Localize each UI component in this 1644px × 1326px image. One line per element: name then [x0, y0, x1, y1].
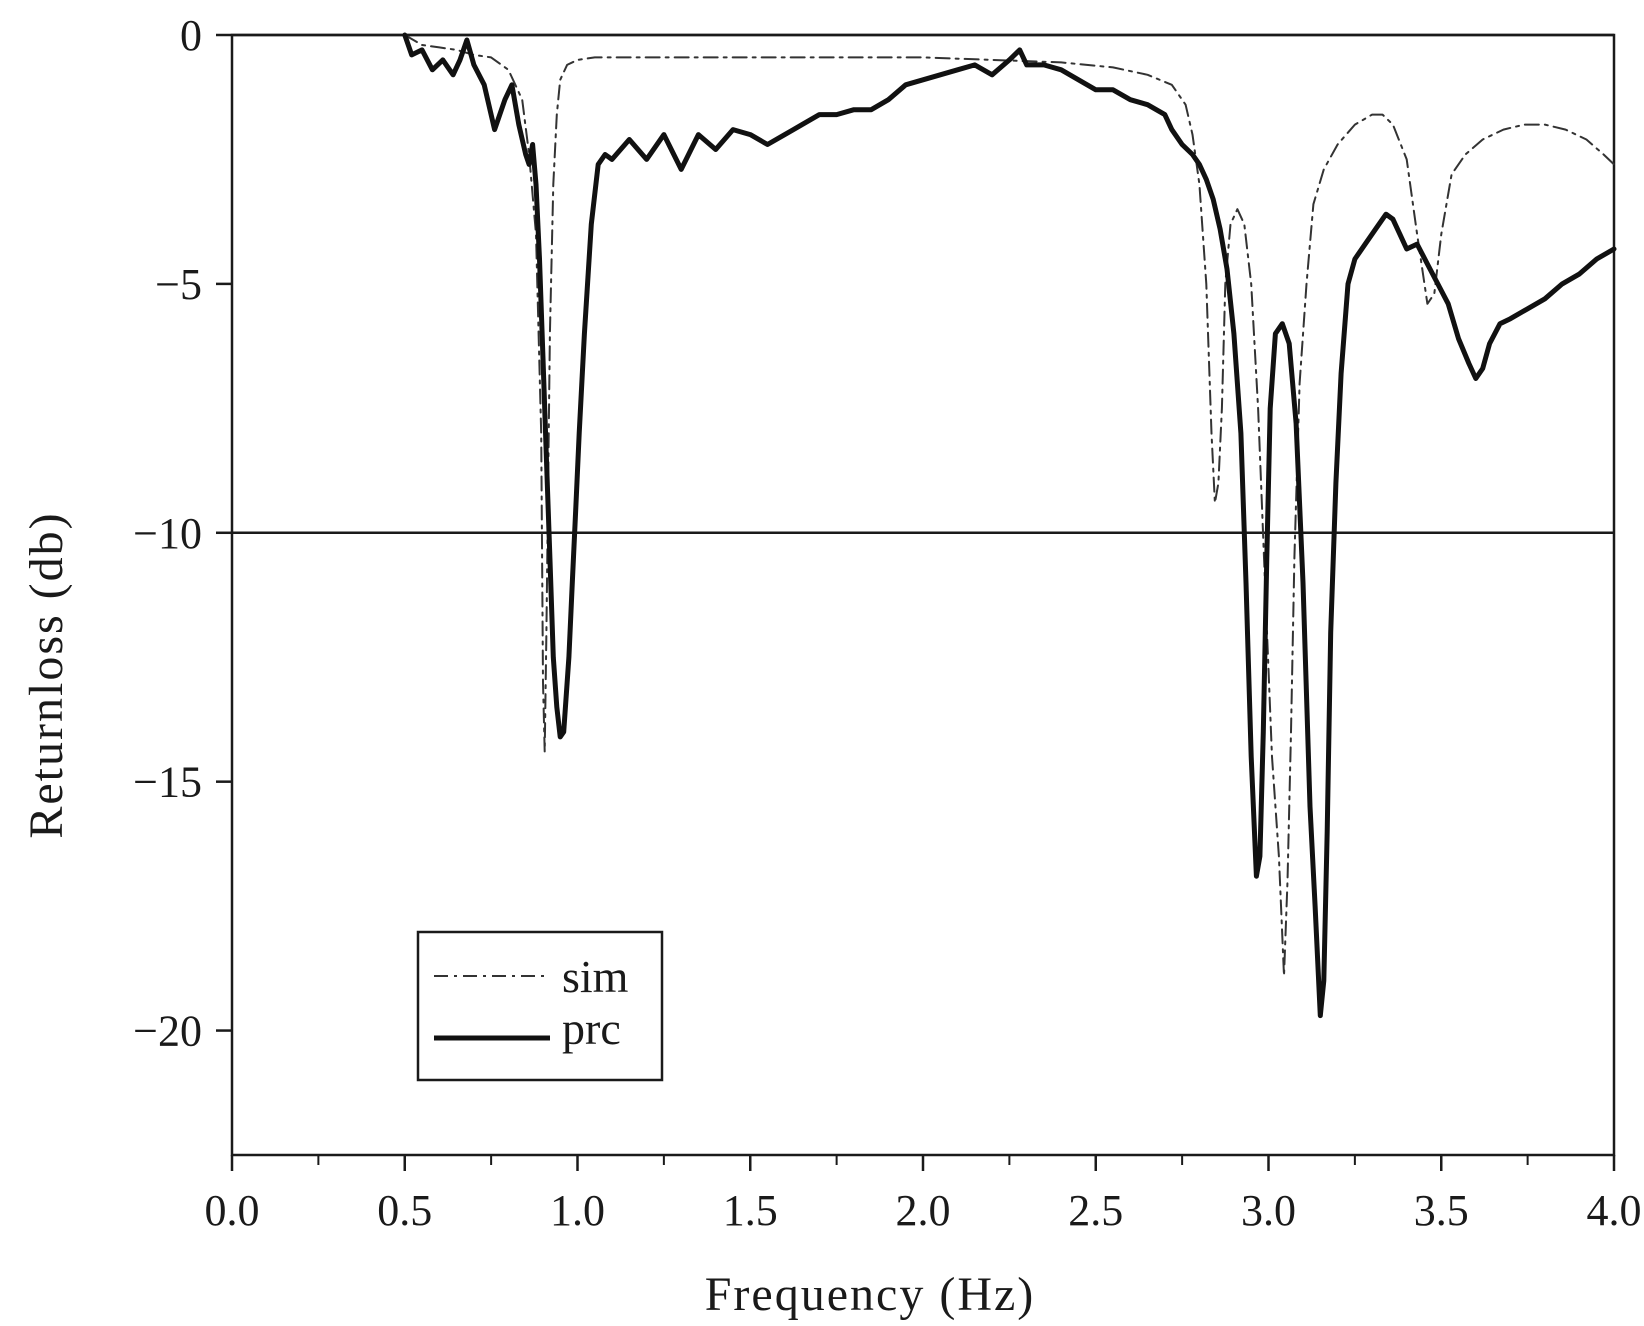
series-line-prc: [402, 32, 1617, 1019]
x-tick-label-3: 1.5: [723, 1186, 778, 1235]
x-tick-label-1: 0.5: [377, 1186, 432, 1235]
x-tick-label-5: 2.5: [1068, 1186, 1123, 1235]
x-tick-label-0: 0.0: [205, 1186, 260, 1235]
reference-lines: [232, 33, 1614, 535]
x-tick-label-7: 3.5: [1414, 1186, 1469, 1235]
legend: sim prc: [416, 930, 664, 1082]
legend-label-prc: prc: [562, 1003, 621, 1054]
x-tick-label-6: 3.0: [1241, 1186, 1296, 1235]
y-axis: 0 −5 −10 −15 −20: [133, 11, 232, 1056]
y-tick-label-2: −10: [133, 509, 202, 558]
y-tick-label-0: 0: [180, 11, 202, 60]
x-tick-label-2: 1.0: [550, 1186, 605, 1235]
y-tick-label-1: −5: [155, 260, 202, 309]
y-axis-title: Returnloss (db): [20, 511, 73, 838]
x-axis: 0.0 0.5 1.0 1.5 2.0 2.5 3.0 3.5 4.0: [205, 1155, 1642, 1235]
legend-label-sim: sim: [562, 951, 629, 1002]
x-tick-label-8: 4.0: [1587, 1186, 1642, 1235]
y-tick-label-4: −20: [133, 1007, 202, 1056]
y-tick-label-3: −15: [133, 758, 202, 807]
series-layer: [402, 32, 1617, 1019]
series-line-sim: [403, 34, 1615, 977]
x-axis-title: Frequency (Hz): [705, 1268, 1036, 1321]
legend-box: [416, 930, 664, 1082]
x-tick-label-4: 2.0: [896, 1186, 951, 1235]
